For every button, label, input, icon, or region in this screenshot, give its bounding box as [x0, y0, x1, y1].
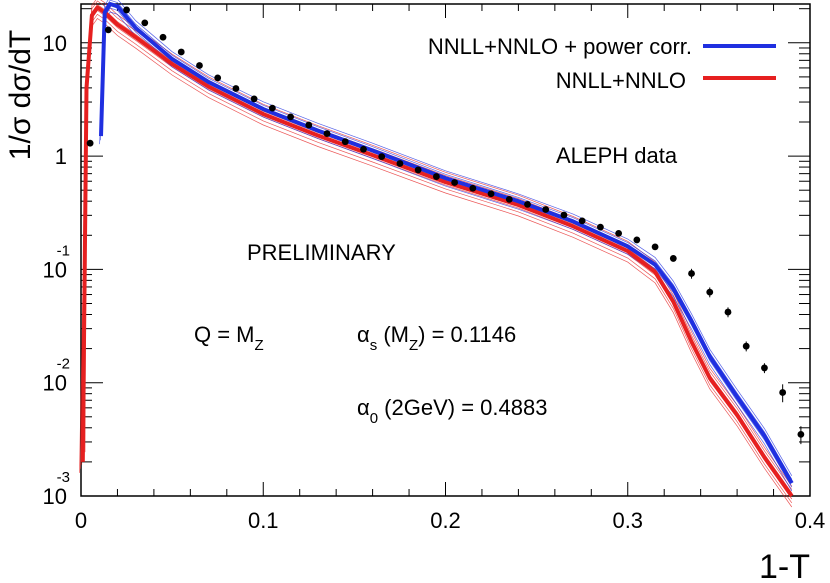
data-point [451, 179, 459, 186]
alpha-0-symbol: α [357, 395, 370, 420]
curve-nnll-nnlo-power-corr [99, 2, 794, 485]
data-point [669, 255, 677, 262]
data-point [615, 229, 623, 237]
data-point [287, 113, 294, 121]
alpha-s-value: ) = 0.1146 [418, 322, 516, 347]
alpha-s-symbol: α [357, 322, 370, 347]
data-point [797, 430, 805, 438]
y-tick-label: 10 [43, 257, 67, 282]
legend-label-power-corr: NNLL+NNLO + power corr. [428, 34, 692, 59]
y-tick-exponent: -3 [57, 469, 70, 486]
alpha-0-annotation: α0 (2GeV) = 0.4883 [357, 395, 547, 427]
data-point [378, 153, 386, 160]
data-point [141, 19, 149, 27]
alpha-s-rest: (M [377, 322, 409, 347]
alpha-s-sub: s [370, 337, 378, 354]
data-point [414, 166, 422, 174]
data-point [86, 139, 94, 147]
band-strand [99, 11, 793, 492]
y-tick-label: 10 [43, 371, 67, 396]
y-tick-label: 10 [43, 484, 67, 509]
data-point [323, 130, 331, 137]
data-point [250, 95, 258, 103]
data-point [360, 145, 367, 153]
x-axis: 0 0.1 0.2 0.3 0.4 [75, 4, 825, 533]
data-point [505, 195, 513, 203]
data-point [560, 211, 568, 219]
alpha-s-rest-sub: Z [409, 337, 418, 354]
preliminary-label: PRELIMINARY [247, 240, 396, 265]
data-point [524, 200, 531, 208]
data-point [159, 33, 167, 41]
data-point [542, 206, 550, 213]
curve-nnll-nnlo [80, 5, 794, 498]
band-strand [101, 0, 793, 476]
data-point [469, 184, 477, 192]
x-axis-title: 1-T [759, 548, 810, 583]
data-point [196, 62, 203, 69]
theory-curves [80, 2, 794, 498]
data-point [232, 85, 240, 92]
legend-label-nnll: NNLL+NNLO [556, 68, 686, 93]
band-strand [79, 18, 793, 508]
data-point [742, 342, 750, 350]
data-point [779, 389, 787, 396]
x-tick-label: 0.3 [612, 508, 643, 533]
q-sub: Z [255, 337, 264, 354]
data-point [268, 104, 276, 112]
data-point [432, 173, 440, 180]
data-point [597, 223, 604, 231]
data-point [578, 217, 586, 225]
y-axis-title: 1/σ dσ/dT [4, 30, 37, 160]
data-point [761, 364, 768, 372]
y-tick-exponent: -1 [57, 242, 70, 259]
y-tick-label: 10 [43, 31, 67, 56]
q-main: Q = M [194, 322, 255, 347]
x-tick-label: 0.2 [430, 508, 461, 533]
y-tick-label: 1 [55, 144, 67, 169]
aleph-data-points [86, 6, 805, 445]
data-point [104, 26, 112, 34]
x-tick-label: 0.4 [795, 508, 826, 533]
x-tick-label: 0 [75, 508, 87, 533]
data-point [724, 308, 732, 316]
alpha-0-sub: 0 [370, 410, 378, 427]
data-point [688, 270, 695, 277]
data-point [487, 190, 495, 198]
data-point [341, 138, 349, 146]
band-strand [84, 0, 793, 487]
x-tick-label: 0.1 [248, 508, 279, 533]
plot-frame [80, 3, 811, 497]
aleph-data-label: ALEPH data [556, 143, 678, 168]
alpha-0-rest: (2GeV) = 0.4883 [378, 395, 547, 420]
data-point [305, 121, 313, 129]
legend: NNLL+NNLO + power corr. NNLL+NNLO [428, 34, 776, 93]
q-equals-mz: Q = MZ [194, 322, 264, 354]
data-point [396, 160, 404, 167]
data-point [633, 236, 641, 244]
data-point [214, 74, 222, 82]
data-point [651, 243, 659, 251]
y-tick-exponent: -2 [57, 356, 70, 373]
data-point [123, 6, 130, 14]
band-strand [80, 13, 793, 504]
alpha-s-annotation: αs (MZ) = 0.1146 [357, 322, 516, 354]
data-point [177, 48, 185, 56]
data-point [706, 288, 714, 296]
